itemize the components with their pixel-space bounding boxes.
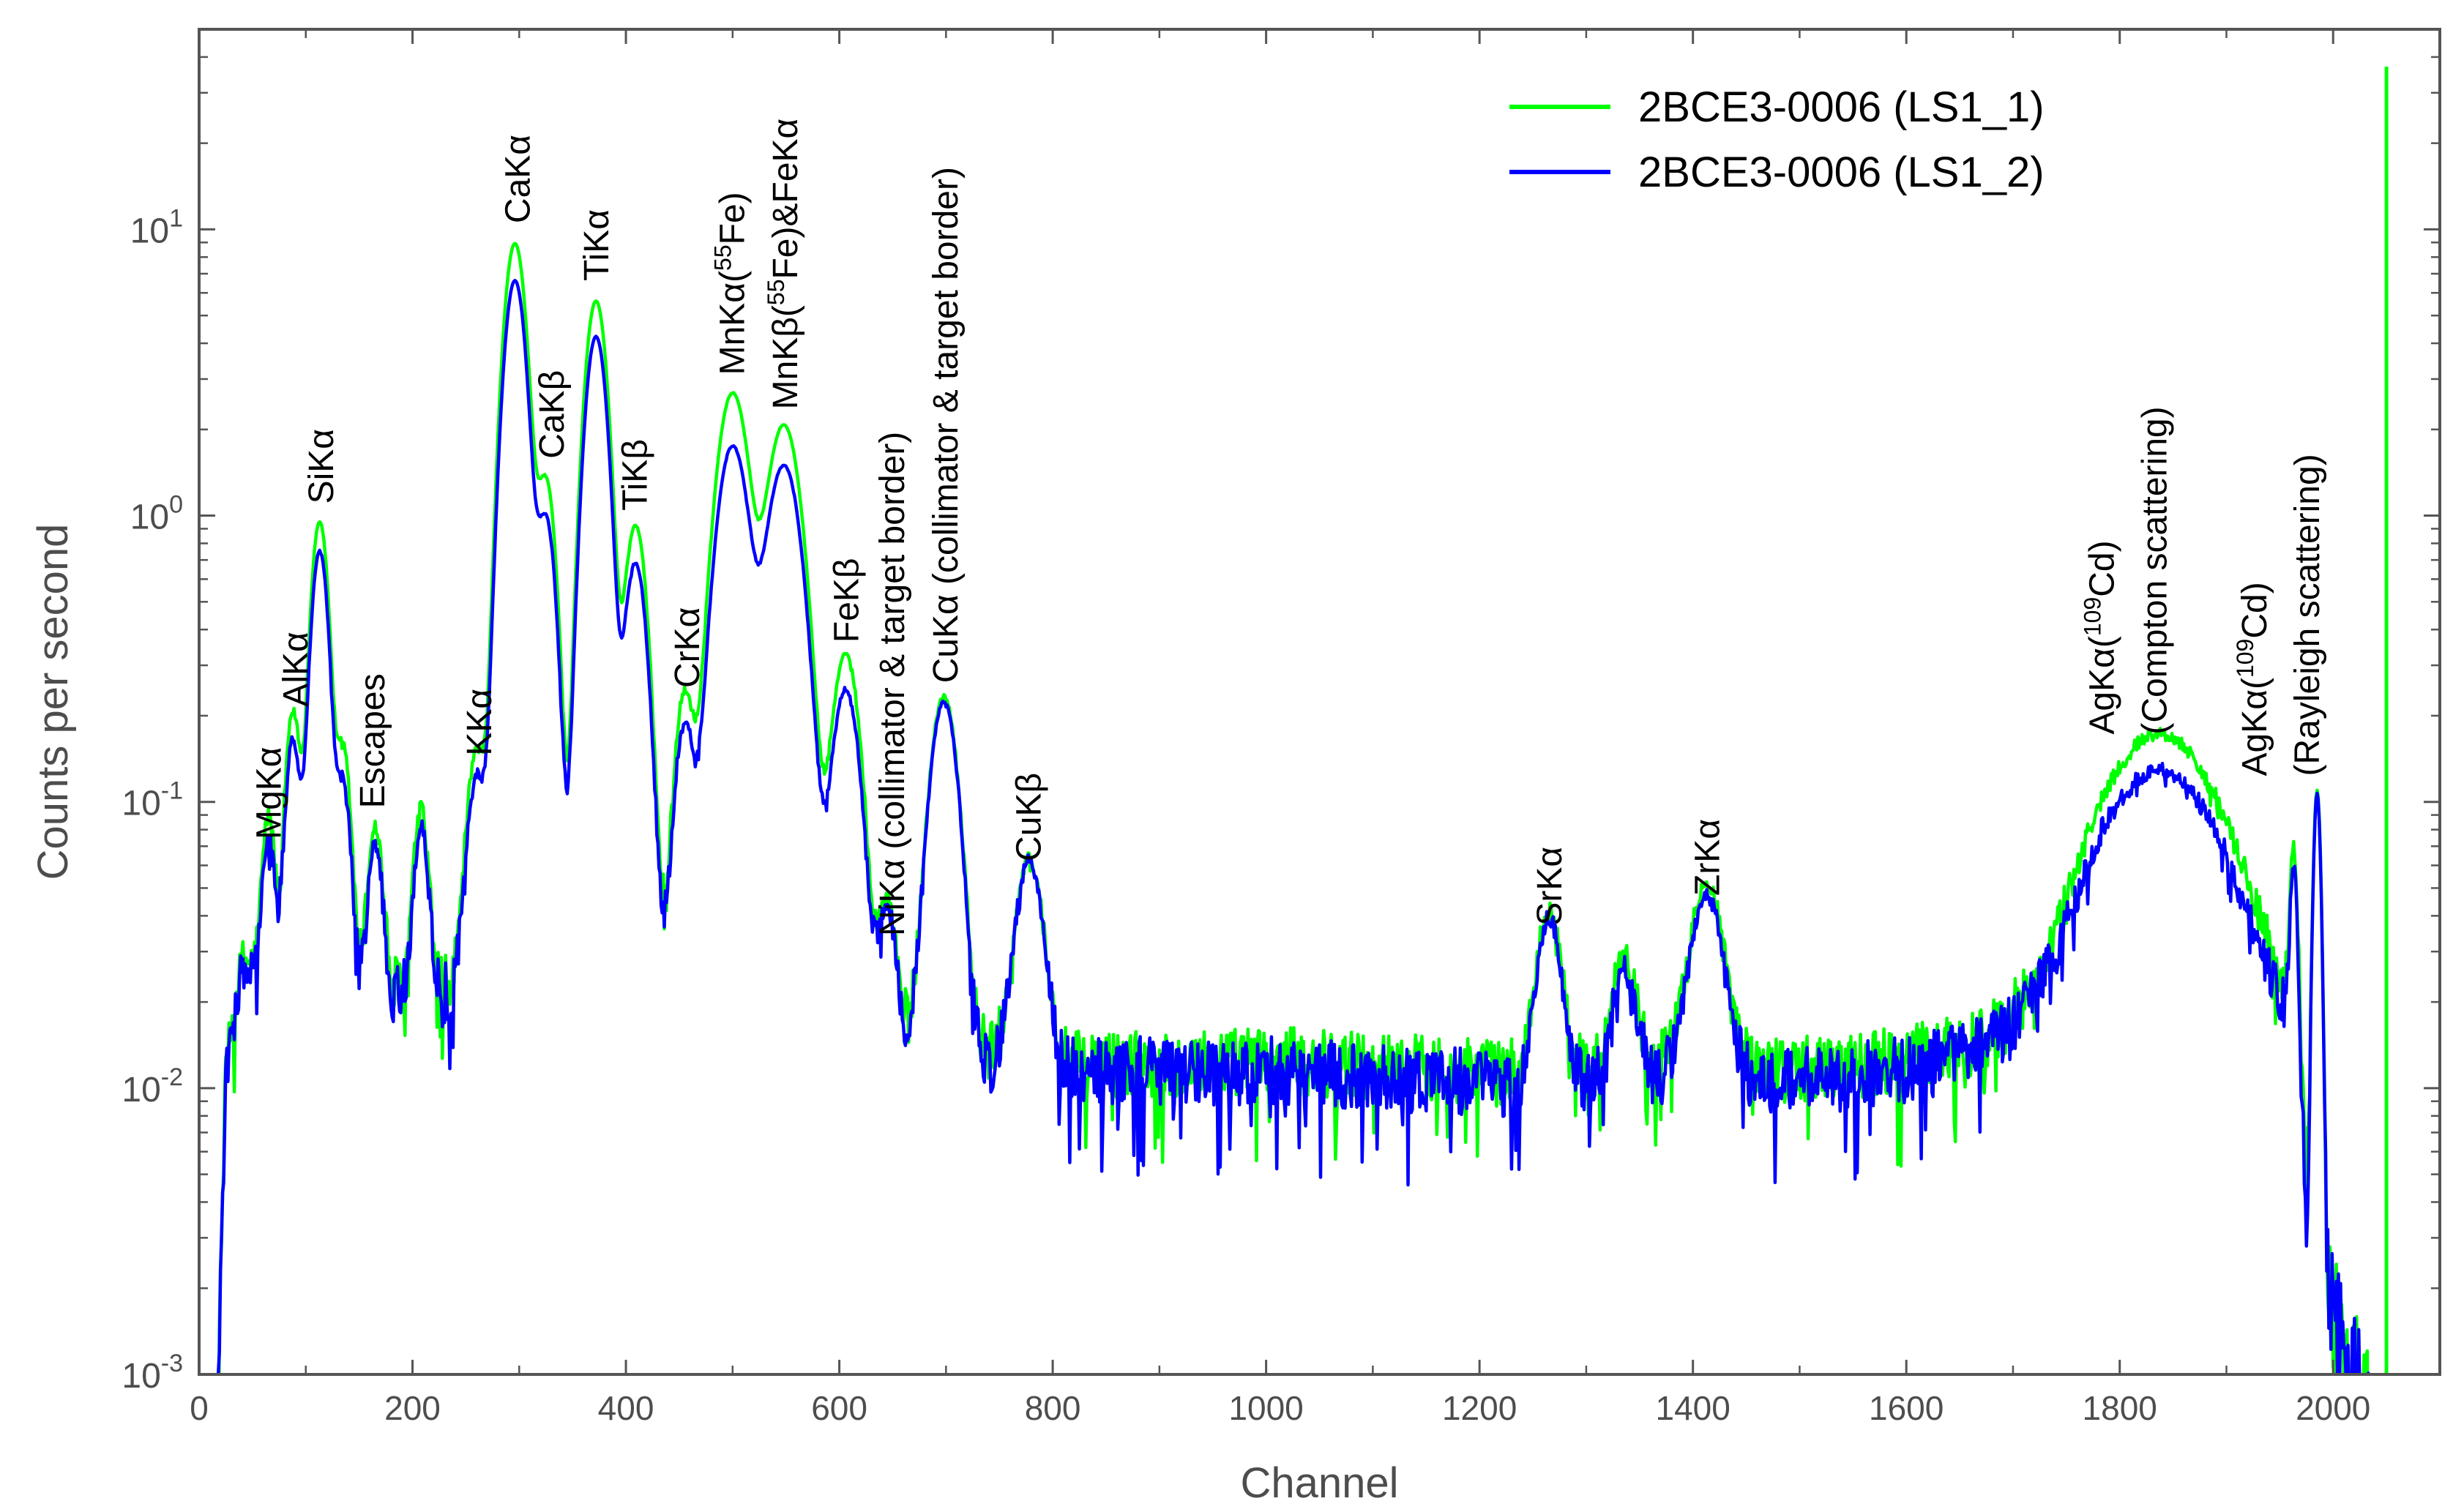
- peak-label-text: TiKβ: [616, 439, 655, 511]
- y-tick-exponent: -3: [161, 1350, 183, 1377]
- peak-label-post: Fe): [713, 192, 752, 244]
- peak-label-post: Cd): [2236, 582, 2274, 638]
- peak-label-5: KKα: [460, 689, 499, 756]
- peak-label-7: CaKβ: [533, 370, 572, 459]
- peak-label-text: CuKα (collimator & target border): [927, 167, 966, 683]
- y-tick-exponent: -2: [161, 1063, 183, 1091]
- peak-annotations: MgKα AlKα SiKα Escapes KKα CaKα CaKβ TiKα TiKβ Cr…: [250, 119, 2327, 936]
- peak-label-superscript: 55: [709, 244, 736, 271]
- x-tick-label: 800: [1025, 1389, 1081, 1427]
- peak-label-text: (Rayleigh scattering): [2288, 454, 2327, 776]
- legend: 2BCE3-0006 (LS1_1) 2BCE3-0006 (LS1_2): [1509, 83, 2045, 196]
- x-tick-label: 1000: [1228, 1389, 1303, 1427]
- y-tick-base: 10: [130, 212, 169, 250]
- peak-label-2: AlKα: [277, 632, 316, 706]
- series-line-2: [216, 279, 2370, 1374]
- peak-label-text: ZrKα: [1689, 819, 1728, 896]
- peak-label-9: TiKβ: [616, 439, 655, 511]
- peak-label-text: MnKα(55Fe): [709, 192, 752, 375]
- peak-label-17: SrKα: [1531, 847, 1569, 926]
- peak-label-text: AgKα(109Cd): [2232, 582, 2274, 776]
- series-group-2: [216, 279, 2370, 1374]
- peak-label-15: CuKα (collimator & target border): [927, 167, 966, 683]
- peak-label-text: AgKα(109Cd): [2079, 540, 2121, 734]
- peak-label-10: CrKα: [668, 607, 707, 688]
- peak-label-text: MgKα: [250, 746, 289, 839]
- peak-label-text: TiKα: [578, 209, 616, 281]
- peak-label-14: NiKα (collimator & target border): [873, 432, 912, 936]
- peak-label-13: FeKβ: [827, 558, 866, 643]
- peak-label-text: (Compton scattering): [2135, 406, 2174, 734]
- x-tick-label: 1200: [1442, 1389, 1517, 1427]
- peak-label-19: AgKα(109Cd) (Compton scattering): [2079, 406, 2174, 734]
- y-tick-exponent: 0: [169, 491, 183, 519]
- y-tick-base: 10: [122, 1071, 160, 1109]
- y-axis-title: Counts per second: [29, 524, 77, 880]
- x-tick-label: 2000: [2296, 1389, 2370, 1427]
- x-tick-label: 400: [598, 1389, 654, 1427]
- peak-label-superscript: 109: [2232, 639, 2258, 678]
- peak-label-text: SrKα: [1531, 847, 1569, 926]
- peak-label-text: MnKβ(55Fe)&FeKα: [763, 119, 805, 410]
- peak-label-8: TiKα: [578, 209, 616, 281]
- peak-label-18: ZrKα: [1689, 819, 1728, 896]
- peak-label-pre: MnKα(: [713, 271, 752, 375]
- peak-label-text: SiKα: [302, 429, 341, 504]
- peak-label-superscript: 109: [2079, 597, 2105, 636]
- series-layer: [216, 67, 2389, 1374]
- x-tick-label: 1600: [1869, 1389, 1944, 1427]
- peak-label-text: KKα: [460, 689, 499, 756]
- peak-label-12: MnKβ(55Fe)&FeKα: [763, 119, 805, 410]
- peak-label-text: Escapes: [354, 673, 392, 808]
- peak-label-pre: AgKα(: [2083, 636, 2121, 734]
- peak-label-pre: AgKα(: [2236, 678, 2274, 776]
- y-tick-label: 10-3: [122, 1350, 183, 1396]
- x-axis-title: Channel: [1240, 1459, 1398, 1507]
- axes: 0 200 400 600 800 1000 1200 1400 1600 1800 200010-…: [29, 28, 2440, 1507]
- peak-label-1: MgKα: [250, 746, 289, 839]
- peak-label-text: NiKα (collimator & target border): [873, 432, 912, 936]
- peak-label-text: FeKβ: [827, 558, 866, 643]
- y-tick-label: 10-1: [122, 777, 183, 823]
- peak-label-text: CrKα: [668, 607, 707, 688]
- y-tick-exponent: -1: [161, 777, 183, 805]
- x-tick-label: 600: [811, 1389, 867, 1427]
- x-tick-label: 200: [384, 1389, 441, 1427]
- legend-label-1: 2BCE3-0006 (LS1_1): [1638, 83, 2045, 131]
- peak-label-post: Fe)&FeKα: [766, 119, 805, 280]
- y-tick-exponent: 1: [169, 204, 183, 232]
- peak-label-text: CuKβ: [1010, 773, 1049, 861]
- peak-label-text: AlKα: [277, 632, 316, 706]
- peak-label-post: Cd): [2083, 540, 2121, 596]
- peak-label-text: CaKα: [499, 135, 537, 223]
- y-tick-base: 10: [122, 1357, 160, 1396]
- peak-label-superscript: 55: [763, 280, 789, 306]
- plot-frame: [198, 28, 2441, 1376]
- y-tick-base: 10: [130, 498, 169, 537]
- peak-label-20: AgKα(109Cd) (Rayleigh scattering): [2232, 454, 2327, 776]
- legend-label-2: 2BCE3-0006 (LS1_2): [1638, 149, 2045, 196]
- x-tick-label: 0: [190, 1389, 209, 1427]
- x-tick-label: 1800: [2083, 1389, 2157, 1427]
- x-tick-label: 1400: [1655, 1389, 1730, 1427]
- peak-label-4: Escapes: [354, 673, 392, 808]
- y-tick-label: 100: [130, 491, 183, 537]
- peak-label-pre: MnKβ(: [766, 305, 805, 409]
- y-tick-label: 10-2: [122, 1063, 183, 1109]
- peak-label-16: CuKβ: [1010, 773, 1049, 861]
- peak-label-6: CaKα: [499, 135, 537, 223]
- y-tick-base: 10: [122, 785, 160, 823]
- peak-label-3: SiKα: [302, 429, 341, 504]
- peak-label-text: CaKβ: [533, 370, 572, 459]
- peak-label-11: MnKα(55Fe): [709, 192, 752, 375]
- y-tick-label: 101: [130, 204, 183, 250]
